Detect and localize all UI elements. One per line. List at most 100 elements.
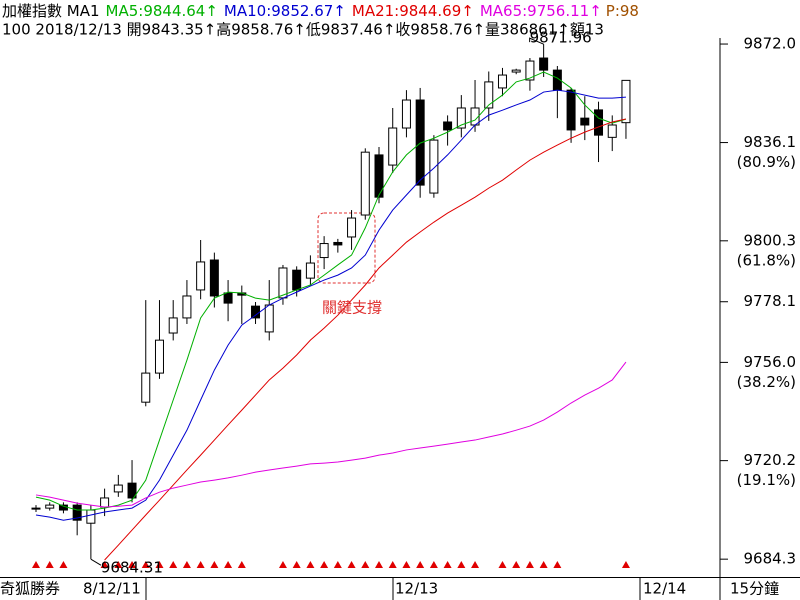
candle-body	[292, 269, 302, 291]
signal-marker	[525, 561, 534, 568]
candle-body	[566, 89, 576, 131]
x-tick-label: 8/12/11	[83, 580, 141, 598]
signal-marker	[32, 561, 40, 568]
signal-marker	[375, 561, 383, 568]
candle-body	[305, 262, 315, 279]
signal-marker	[114, 561, 123, 568]
candle-body	[525, 60, 535, 81]
candle-body	[86, 509, 96, 524]
retracement-label: (61.8%)	[737, 251, 796, 269]
footer-left: 奇狐勝券	[0, 580, 60, 598]
candle-body	[415, 99, 425, 186]
signal-marker	[361, 561, 370, 568]
signal-marker	[320, 561, 329, 568]
y-tick-label: 9800.3	[744, 231, 797, 249]
candle-body	[594, 109, 604, 136]
signal-marker	[45, 561, 54, 568]
candle-body	[511, 69, 521, 73]
high-label: 9871.96	[530, 29, 592, 47]
signal-marker	[402, 561, 411, 568]
signal-marker	[141, 561, 150, 568]
support-box	[317, 212, 376, 284]
y-tick-label: 9720.2	[744, 451, 797, 469]
header-line-1: 加權指數 MA1 MA5:9844.64↑ MA10:9852.67↑ MA21:98…	[2, 2, 639, 20]
support-label: 關鍵支撐	[322, 299, 382, 317]
retracement-label: (80.9%)	[737, 153, 796, 171]
candle-body	[251, 305, 261, 319]
y-tick-label: 9836.1	[744, 133, 797, 151]
candle-body	[264, 304, 274, 333]
candle-body	[443, 121, 453, 131]
candle-body	[621, 79, 631, 124]
signal-marker	[182, 561, 191, 568]
low-label: 9684.31	[101, 559, 163, 577]
candle-body	[429, 139, 439, 194]
ma-line	[35, 71, 627, 511]
bar-info: 100 2018/12/13 開9843.35↑高9858.76↑低9837.4…	[2, 21, 604, 39]
candle-body	[607, 124, 617, 138]
signal-marker	[388, 561, 397, 568]
retracement-label: (38.2%)	[737, 373, 796, 391]
y-tick-label: 9684.3	[744, 550, 797, 568]
signal-marker	[553, 561, 562, 568]
x-tick-label: 12/13	[395, 580, 438, 598]
signal-marker	[429, 561, 438, 568]
candle-body	[100, 497, 110, 508]
ma-line	[35, 89, 626, 521]
legend-entry: MA21:9844.69↑	[352, 2, 474, 20]
candle-body	[347, 217, 357, 238]
high-pointer	[529, 37, 544, 45]
candle-body	[401, 99, 411, 129]
period: 15分鐘	[730, 580, 779, 598]
candle-body	[196, 261, 206, 291]
signal-marker	[471, 561, 480, 568]
candle-body	[141, 372, 151, 403]
legend-entry: MA10:9852.67↑	[224, 2, 346, 20]
candle-body	[168, 317, 178, 334]
signal-marker	[196, 561, 205, 568]
candle-body	[182, 295, 192, 319]
candle-body	[374, 154, 384, 198]
candle-body	[319, 243, 329, 259]
signal-marker	[457, 561, 466, 568]
legend-entry: MA65:9756.11↑	[480, 2, 602, 20]
p-label: P:98	[606, 2, 639, 20]
signal-marker	[128, 561, 137, 568]
index-label: 加權指數 MA1	[2, 2, 100, 20]
candle-body	[72, 504, 82, 521]
candle-body	[223, 292, 233, 304]
signal-marker	[278, 561, 287, 568]
legend: MA5:9844.64↑ MA10:9852.67↑ MA21:9844.69↑ MA…	[106, 2, 602, 20]
signal-marker	[59, 561, 68, 568]
signal-marker	[210, 561, 219, 568]
signal-marker	[224, 561, 233, 568]
signal-marker	[169, 561, 178, 568]
candle-body	[278, 267, 288, 299]
signal-marker	[443, 561, 452, 568]
plot-area	[31, 44, 631, 568]
x-tick-label: 12/14	[643, 580, 686, 598]
candle-body	[360, 151, 370, 216]
candle-body	[456, 107, 466, 129]
candle-body	[209, 259, 219, 297]
candle-body	[333, 241, 343, 246]
candle-body	[154, 339, 164, 374]
signal-marker	[333, 561, 342, 568]
ma-line	[104, 118, 627, 561]
candle-body	[113, 484, 123, 493]
signal-marker	[100, 561, 109, 568]
y-tick-label: 9872.0	[744, 35, 797, 53]
signal-marker	[155, 561, 164, 568]
candle-body	[484, 81, 494, 109]
candle-body	[45, 504, 55, 509]
candle-body	[580, 117, 590, 126]
signal-marker	[539, 561, 548, 568]
candle-body	[497, 74, 507, 89]
signal-marker	[292, 561, 301, 568]
low-pointer	[90, 558, 102, 566]
signal-marker	[621, 561, 630, 568]
y-tick-label: 9756.0	[744, 353, 797, 371]
